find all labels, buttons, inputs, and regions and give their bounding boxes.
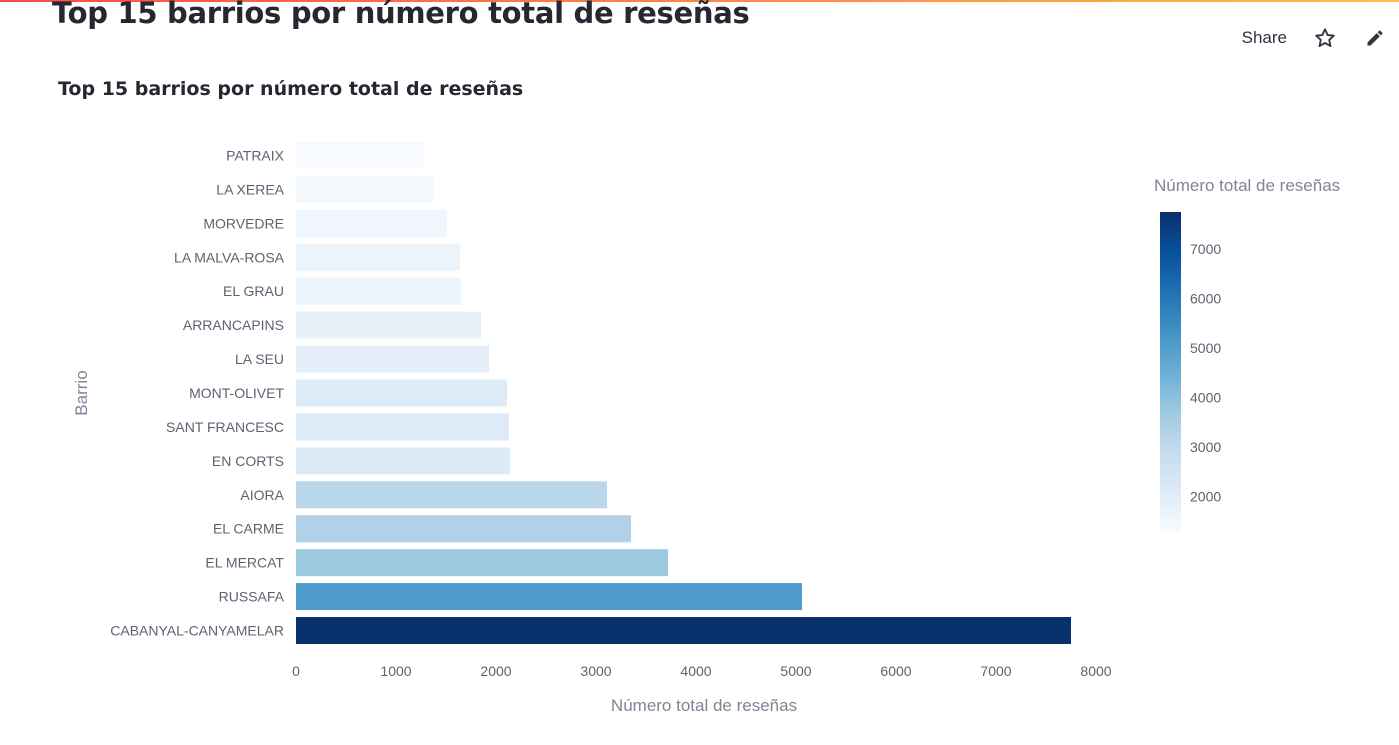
y-tick-label: MORVEDRE <box>203 215 284 231</box>
bar-morvedre[interactable] <box>296 209 447 237</box>
chart-title: Top 15 barrios por número total de reseñ… <box>58 78 524 100</box>
colorbar-tick-label: 3000 <box>1190 439 1221 455</box>
colorbar-tick-label: 2000 <box>1190 488 1221 504</box>
y-tick-label: SANT FRANCESC <box>166 419 284 435</box>
bar-russafa[interactable] <box>296 583 802 611</box>
x-tick-label: 3000 <box>580 663 611 679</box>
app-toolbar: Share <box>1242 26 1387 50</box>
colorbar-tick-label: 6000 <box>1190 291 1221 307</box>
y-tick-label: LA SEU <box>235 351 284 367</box>
star-icon[interactable] <box>1313 26 1337 50</box>
bar-aiora[interactable] <box>296 481 607 509</box>
bar-mont-olivet[interactable] <box>296 379 507 407</box>
bar-el-carme[interactable] <box>296 515 631 543</box>
colorbar-tick-label: 5000 <box>1190 340 1221 356</box>
y-tick-label: PATRAIX <box>226 148 284 164</box>
y-tick-label: LA XEREA <box>216 181 284 197</box>
x-tick-label: 5000 <box>780 663 811 679</box>
bar-el-mercat[interactable] <box>296 549 668 577</box>
bar-patraix[interactable] <box>296 142 424 169</box>
x-tick-label: 6000 <box>880 663 911 679</box>
bar-la-malva-rosa[interactable] <box>296 243 460 271</box>
y-axis-title: Barrio <box>72 370 91 415</box>
bar-en-corts[interactable] <box>296 447 510 475</box>
y-tick-label: CABANYAL-CANYAMELAR <box>110 623 284 639</box>
bar-la-xerea[interactable] <box>296 175 433 203</box>
edit-pencil-icon[interactable] <box>1363 26 1387 50</box>
share-button[interactable]: Share <box>1241 28 1287 47</box>
page-title: Top 15 barrios por número total de reseñ… <box>52 0 750 30</box>
colorbar-tick-labels: 2000 3000 4000 5000 6000 7000 <box>1190 241 1221 504</box>
y-tick-label: EL CARME <box>213 521 284 537</box>
y-tick-labels: PATRAIX LA XEREA MORVEDRE LA MALVA-ROSA EL G… <box>110 148 284 639</box>
colorbar-tick-label: 4000 <box>1190 389 1221 405</box>
y-tick-label: LA MALVA-ROSA <box>174 249 285 265</box>
x-tick-label: 8000 <box>1080 663 1111 679</box>
x-axis-title: Número total de reseñas <box>611 696 797 715</box>
y-tick-label: EL MERCAT <box>205 555 284 571</box>
y-tick-label: AIORA <box>240 487 284 503</box>
bar-cabanyal-canyamelar[interactable] <box>296 617 1071 645</box>
x-tick-label: 4000 <box>680 663 711 679</box>
x-tick-label: 2000 <box>480 663 511 679</box>
bar-arrancapins[interactable] <box>296 311 481 339</box>
y-tick-label: ARRANCAPINS <box>183 317 284 333</box>
y-tick-label: EL GRAU <box>223 283 284 299</box>
x-tick-label: 0 <box>292 663 300 679</box>
y-tick-label: MONT-OLIVET <box>189 385 284 401</box>
bar-sant-francesc[interactable] <box>296 413 509 441</box>
y-tick-label: EN CORTS <box>212 453 284 469</box>
x-tick-labels: 0 1000 2000 3000 4000 5000 6000 7000 8000 <box>292 663 1112 679</box>
colorbar <box>1160 212 1181 532</box>
colorbar-tick-label: 7000 <box>1190 241 1221 257</box>
bar-el-grau[interactable] <box>296 277 461 305</box>
colorbar-title: Número total de reseñas <box>1154 176 1340 195</box>
x-tick-label: 1000 <box>380 663 411 679</box>
bar-la-seu[interactable] <box>296 345 489 373</box>
top-accent-line <box>0 0 1399 2</box>
bars-group <box>296 142 1071 645</box>
x-tick-label: 7000 <box>980 663 1011 679</box>
y-tick-label: RUSSAFA <box>219 589 285 605</box>
